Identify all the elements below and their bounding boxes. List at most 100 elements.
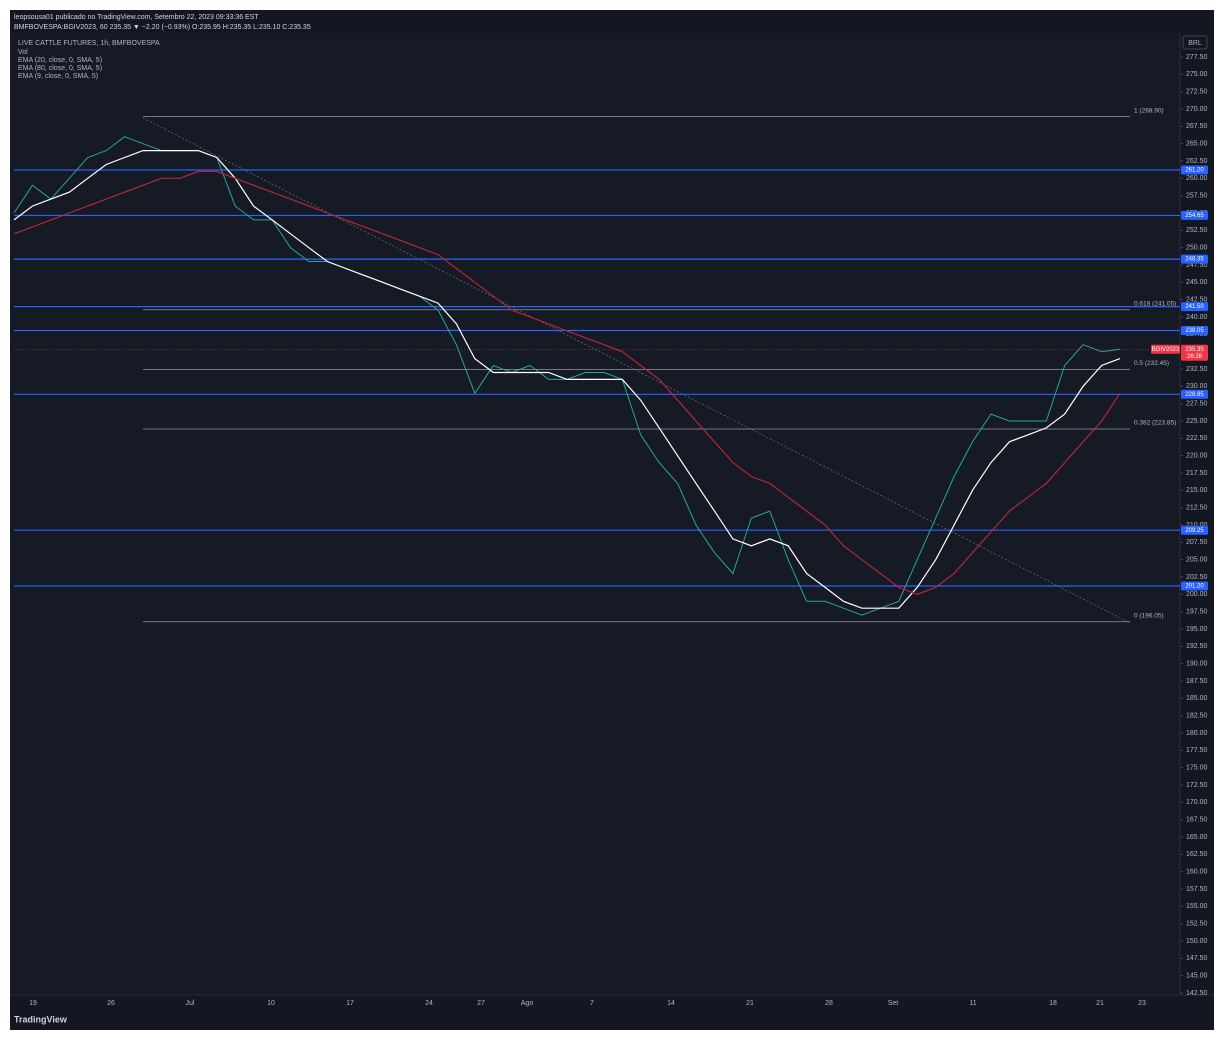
y-tick-label: 262.50 bbox=[1186, 158, 1208, 165]
y-tick-label: 275.00 bbox=[1186, 71, 1208, 78]
y-tick-label: 205.00 bbox=[1186, 557, 1208, 564]
currency-box bbox=[1182, 35, 1208, 50]
y-tick-label: 147.50 bbox=[1186, 955, 1208, 962]
symbol-tag-label: BGIV2023 bbox=[1152, 347, 1180, 353]
trend-line bbox=[142, 117, 1131, 624]
plot-area bbox=[10, 33, 1180, 995]
x-tick-label: 26 bbox=[107, 1000, 115, 1007]
y-tick-label: 220.00 bbox=[1186, 453, 1208, 460]
y-tick-label: 217.50 bbox=[1186, 470, 1208, 477]
level-tag-label: 238.05 bbox=[1185, 328, 1204, 334]
y-tick-label: 145.00 bbox=[1186, 973, 1208, 980]
level-tag bbox=[1181, 165, 1208, 175]
y-tick-label: 215.00 bbox=[1186, 487, 1208, 494]
fib-label: 1 (268.90) bbox=[1134, 107, 1164, 114]
x-tick-label: 28 bbox=[825, 1000, 833, 1007]
y-tick-label: 157.50 bbox=[1186, 886, 1208, 893]
y-tick-label: 260.00 bbox=[1186, 175, 1208, 182]
level-tag-label: 254.65 bbox=[1185, 213, 1204, 219]
level-tag bbox=[1181, 581, 1208, 591]
y-tick-label: 227.50 bbox=[1186, 401, 1208, 408]
y-tick-label: 187.50 bbox=[1186, 678, 1208, 685]
level-tag-label: 209.25 bbox=[1185, 528, 1204, 534]
currency: BRL bbox=[1188, 40, 1202, 47]
y-tick-label: 242.50 bbox=[1186, 297, 1208, 304]
countdown-label: 26:28 bbox=[1187, 354, 1203, 360]
y-tick-label: 185.00 bbox=[1186, 695, 1208, 702]
legend-title: LIVE CATTLE FUTURES, 1h, BMFBOVESPA bbox=[18, 40, 160, 47]
x-tick-label: 23 bbox=[1138, 1000, 1146, 1007]
level-tag bbox=[1181, 525, 1208, 535]
legend-ema80: EMA (80, close, 0, SMA, 5) bbox=[18, 65, 102, 72]
y-tick-label: 247.50 bbox=[1186, 262, 1208, 269]
y-tick-label: 212.50 bbox=[1186, 505, 1208, 512]
y-tick-label: 175.00 bbox=[1186, 765, 1208, 772]
author-line: leopsousa01 publicado no TradingView.com… bbox=[14, 14, 259, 21]
y-tick-label: 162.50 bbox=[1186, 851, 1208, 858]
y-tick-label: 270.00 bbox=[1186, 106, 1208, 113]
y-tick-label: 207.50 bbox=[1186, 539, 1208, 546]
last-price-tag bbox=[1181, 344, 1208, 361]
y-tick-label: 232.50 bbox=[1186, 366, 1208, 373]
symbol-tag bbox=[1151, 344, 1180, 354]
x-tick-label: 27 bbox=[477, 1000, 485, 1007]
y-tick-label: 222.50 bbox=[1186, 435, 1208, 442]
fib-label: 0 (196.05) bbox=[1134, 612, 1164, 619]
y-tick-label: 167.50 bbox=[1186, 817, 1208, 824]
y-tick-label: 265.00 bbox=[1186, 141, 1208, 148]
y-tick-label: 267.50 bbox=[1186, 123, 1208, 130]
x-tick-label: Set bbox=[888, 1000, 899, 1007]
level-tag bbox=[1181, 326, 1208, 336]
y-tick-label: 170.00 bbox=[1186, 799, 1208, 806]
x-tick-label: Ago bbox=[521, 1000, 534, 1007]
x-tick-label: 21 bbox=[1096, 1000, 1104, 1007]
fib-label: 0.382 (223.85) bbox=[1134, 420, 1176, 427]
fib-label: 0.618 (241.05) bbox=[1134, 300, 1176, 307]
y-tick-label: 272.50 bbox=[1186, 89, 1208, 96]
y-tick-label: 172.50 bbox=[1186, 782, 1208, 789]
y-tick-label: 210.00 bbox=[1186, 522, 1208, 529]
y-tick-label: 240.00 bbox=[1186, 314, 1208, 321]
y-tick-label: 165.00 bbox=[1186, 834, 1208, 841]
y-tick-label: 192.50 bbox=[1186, 643, 1208, 650]
level-tag-label: 201.20 bbox=[1185, 584, 1204, 590]
y-tick-label: 160.00 bbox=[1186, 869, 1208, 876]
series-line bbox=[13, 150, 1121, 609]
y-tick-label: 250.00 bbox=[1186, 245, 1208, 252]
series-line bbox=[13, 170, 1121, 595]
x-tick-label: 21 bbox=[746, 1000, 754, 1007]
symbol-line: BMFBOVESPA:BGIV2023, 60 235.35 ▼ −2.20 (… bbox=[14, 24, 311, 31]
y-tick-label: 155.00 bbox=[1186, 903, 1208, 910]
x-tick-label: Jul bbox=[186, 1000, 195, 1007]
y-tick-label: 252.50 bbox=[1186, 227, 1208, 234]
y-tick-label: 225.00 bbox=[1186, 418, 1208, 425]
y-tick-label: 195.00 bbox=[1186, 626, 1208, 633]
x-tick-label: 10 bbox=[267, 1000, 275, 1007]
y-tick-label: 177.50 bbox=[1186, 747, 1208, 754]
level-tag-label: 241.50 bbox=[1185, 304, 1204, 310]
x-tick-label: 11 bbox=[969, 1000, 976, 1007]
level-tag bbox=[1181, 389, 1208, 399]
x-tick-label: 18 bbox=[1049, 1000, 1057, 1007]
logo: TradingView bbox=[14, 1014, 68, 1024]
level-tag-label: 261.20 bbox=[1185, 168, 1204, 174]
y-tick-label: 200.00 bbox=[1186, 591, 1208, 598]
y-tick-label: 202.50 bbox=[1186, 574, 1208, 581]
y-tick-label: 152.50 bbox=[1186, 921, 1208, 928]
y-tick-label: 142.50 bbox=[1186, 990, 1208, 997]
level-tag bbox=[1181, 210, 1208, 220]
legend-ema20: EMA (20, close, 0, SMA, 5) bbox=[18, 57, 102, 64]
y-tick-label: 245.00 bbox=[1186, 279, 1208, 286]
y-tick-label: 182.50 bbox=[1186, 713, 1208, 720]
x-tick-label: 17 bbox=[346, 1000, 354, 1007]
last-price-label: 235.35 bbox=[1185, 347, 1204, 353]
x-tick-label: 19 bbox=[29, 1000, 37, 1007]
level-tag-label: 248.35 bbox=[1185, 257, 1204, 263]
fib-label: 0.5 (232.45) bbox=[1134, 360, 1169, 367]
y-tick-label: 190.00 bbox=[1186, 661, 1208, 668]
legend-vol: Vol bbox=[18, 49, 28, 56]
y-tick-label: 150.00 bbox=[1186, 938, 1208, 945]
x-tick-label: 24 bbox=[425, 1000, 433, 1007]
y-tick-label: 230.00 bbox=[1186, 383, 1208, 390]
